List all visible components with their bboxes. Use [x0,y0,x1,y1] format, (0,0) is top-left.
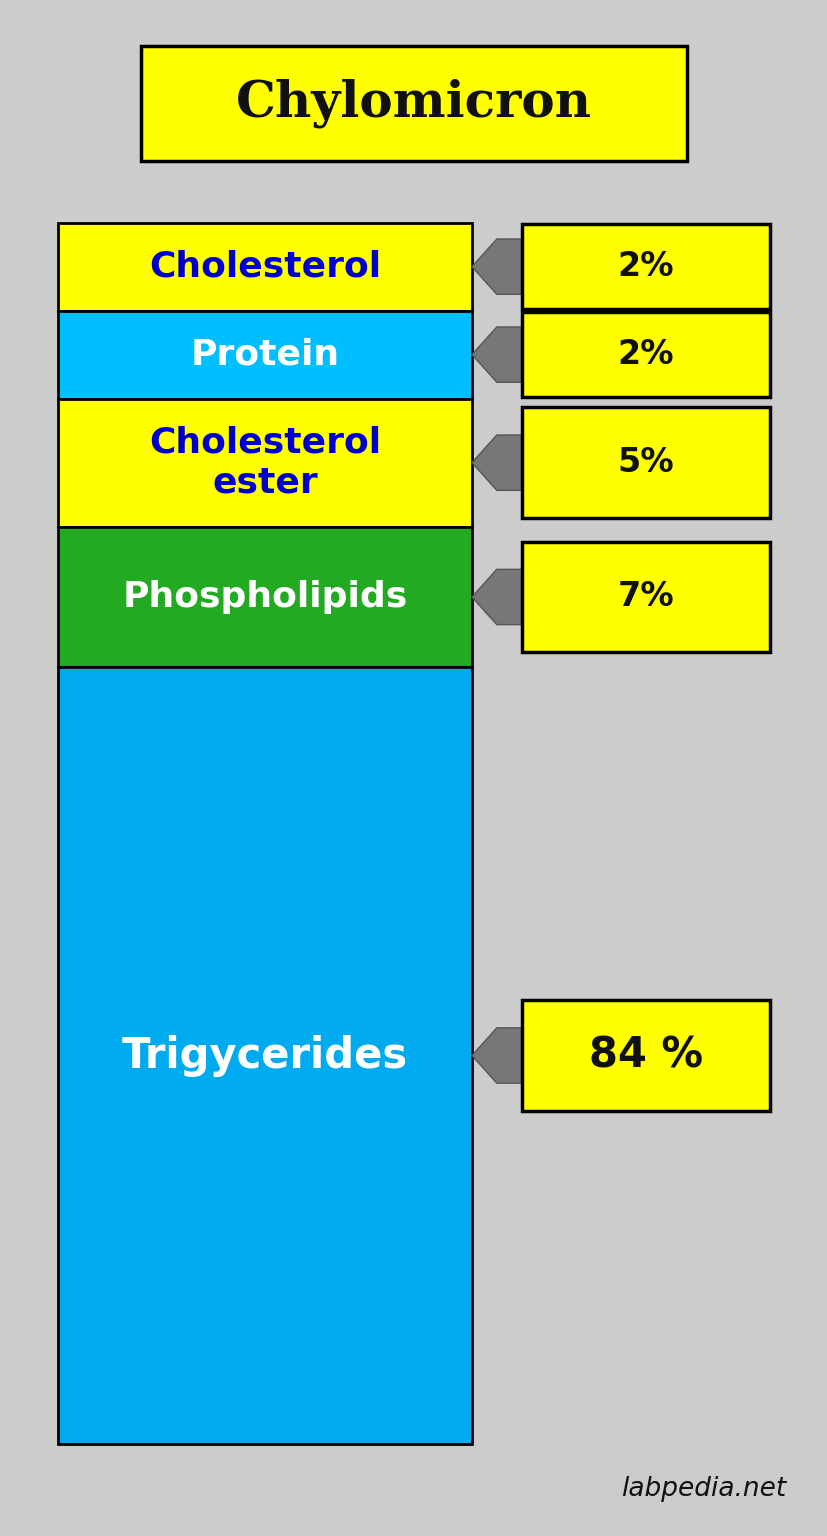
Bar [521,312,769,396]
Bar [58,310,471,398]
Bar [521,407,769,518]
Polygon shape [471,435,521,490]
Bar [58,398,471,527]
Bar [58,667,471,1444]
Polygon shape [471,327,521,382]
Text: 2%: 2% [617,250,673,283]
Polygon shape [471,1028,521,1083]
Text: 84 %: 84 % [588,1035,702,1077]
Text: Cholesterol: Cholesterol [149,250,380,284]
Bar [58,527,471,667]
Bar [58,223,471,310]
Polygon shape [471,240,521,295]
Text: labpedia.net: labpedia.net [620,1476,786,1502]
Text: Trigycerides: Trigycerides [122,1035,408,1077]
Text: 2%: 2% [617,338,673,372]
Bar [521,542,769,653]
FancyBboxPatch shape [141,46,686,161]
Text: Protein: Protein [190,338,339,372]
Text: Phospholipids: Phospholipids [122,581,407,614]
Bar [521,224,769,309]
Polygon shape [471,570,521,625]
Bar [521,1000,769,1111]
Text: Chylomicron: Chylomicron [236,78,591,129]
Text: 5%: 5% [617,445,673,479]
Text: Cholesterol
ester: Cholesterol ester [149,425,380,499]
Text: 7%: 7% [617,581,673,613]
